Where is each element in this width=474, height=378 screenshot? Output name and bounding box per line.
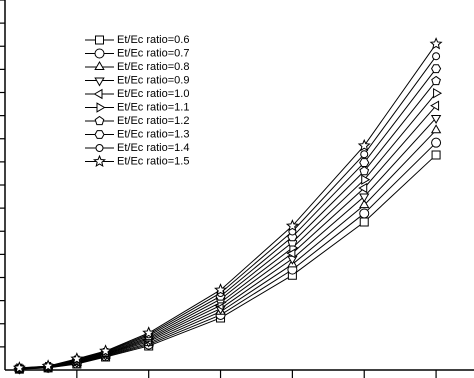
legend-marker — [94, 48, 105, 59]
data-point — [359, 217, 369, 227]
series-line — [19, 117, 437, 370]
data-point — [431, 150, 441, 160]
data-point — [430, 124, 442, 134]
legend-marker — [96, 102, 106, 113]
legend-label: Et/Ec ratio=1.1 — [117, 101, 189, 113]
data-point — [359, 208, 370, 219]
data-point — [431, 75, 441, 86]
data-point — [431, 64, 442, 74]
data-point — [433, 87, 443, 99]
legend-marker — [94, 115, 105, 126]
data-point — [99, 344, 113, 357]
legend-marker — [95, 144, 104, 152]
legend-marker — [93, 88, 103, 100]
data-point — [358, 182, 368, 194]
legend-label: Et/Ec ratio=1.3 — [117, 128, 189, 140]
legend-marker — [94, 77, 105, 87]
data-point — [432, 52, 441, 61]
data-point — [429, 37, 443, 50]
series-line — [19, 105, 437, 370]
legend-label: Et/Ec ratio=0.9 — [117, 74, 189, 86]
series-line — [19, 43, 437, 369]
series-line — [19, 129, 437, 370]
data-point — [360, 150, 369, 159]
legend-label: Et/Ec ratio=0.8 — [117, 61, 189, 73]
legend-label: Et/Ec ratio=1.4 — [117, 142, 189, 154]
data-point — [361, 174, 371, 185]
series-line — [19, 92, 437, 369]
legend-label: Et/Ec ratio=1.0 — [117, 88, 189, 100]
legend-marker — [93, 154, 106, 168]
legend-marker — [95, 35, 104, 45]
legend-label: Et/Ec ratio=1.5 — [117, 155, 189, 167]
data-point — [359, 166, 370, 176]
legend-label: Et/Ec ratio=0.7 — [117, 47, 189, 59]
series-line — [19, 80, 437, 369]
data-point — [214, 283, 228, 296]
data-point — [359, 158, 370, 167]
data-point — [430, 100, 440, 111]
data-point — [430, 114, 442, 124]
data-point — [70, 352, 84, 365]
legend-label: Et/Ec ratio=0.6 — [117, 34, 189, 46]
data-point — [357, 138, 371, 152]
data-point — [41, 359, 55, 372]
data-point — [359, 199, 370, 209]
legend-label: Et/Ec ratio=1.2 — [117, 115, 189, 127]
data-point — [285, 219, 299, 232]
data-point — [287, 255, 298, 265]
data-point — [142, 326, 156, 339]
data-point — [359, 193, 370, 203]
series-line — [19, 55, 437, 369]
data-point — [431, 137, 442, 148]
legend-marker — [94, 60, 105, 70]
legend-marker — [94, 130, 105, 139]
data-point — [12, 361, 26, 374]
series-line — [19, 68, 437, 369]
